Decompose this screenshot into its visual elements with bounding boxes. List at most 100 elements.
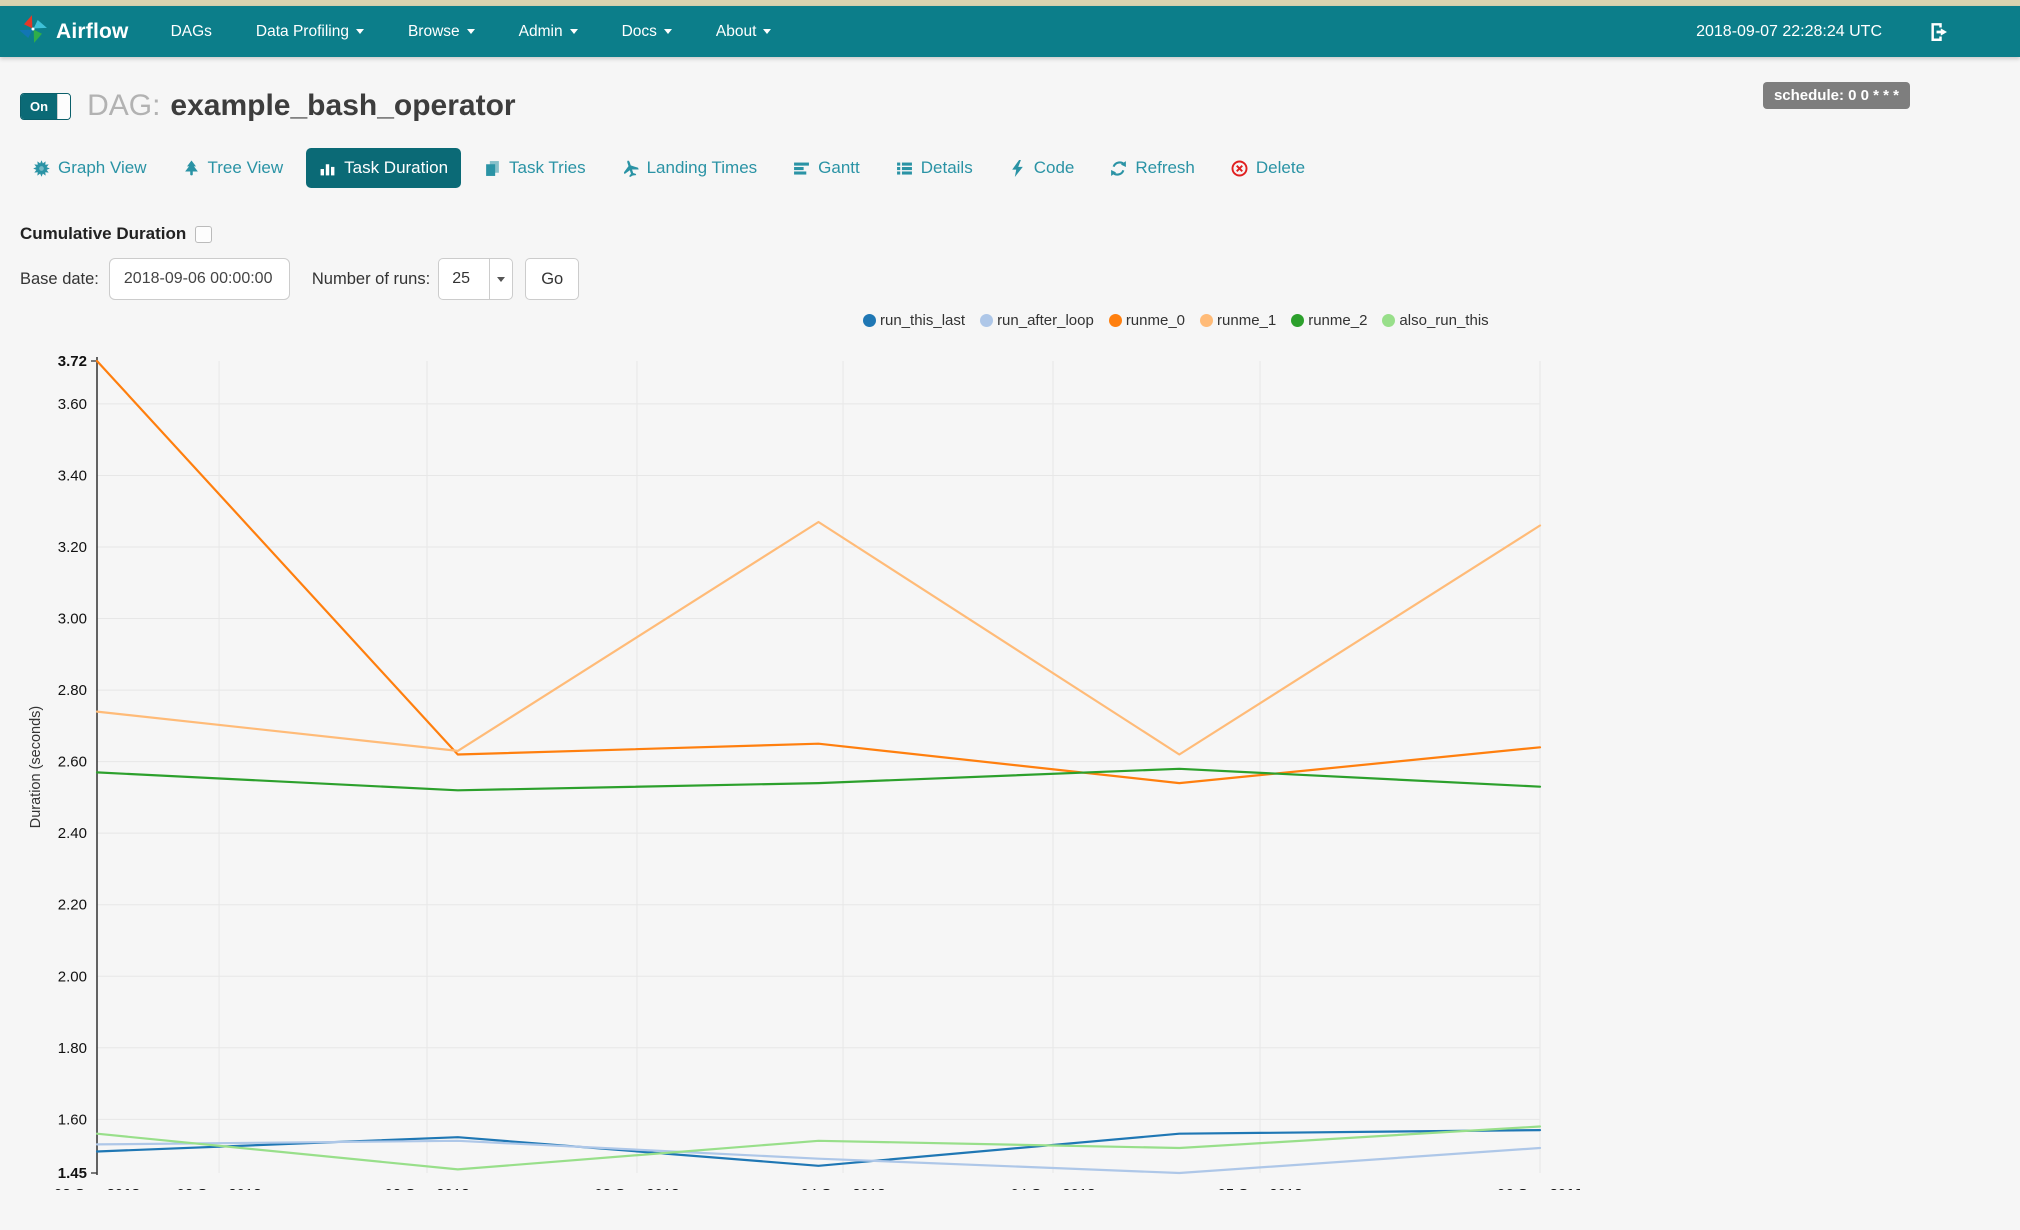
y-tick-label: 2.20	[58, 897, 87, 914]
chevron-down-icon[interactable]	[489, 259, 512, 299]
schedule-badge: schedule: 0 0 * * *	[1762, 82, 1910, 109]
toggle-on-label: On	[21, 93, 58, 119]
legend-item-runme_2[interactable]: runme_2	[1291, 312, 1367, 329]
legend-label: run_this_last	[880, 312, 966, 329]
tab-label: Task Duration	[344, 158, 449, 177]
tries-icon	[484, 160, 501, 177]
task-duration-chart[interactable]: 1.45 1.60 1.80 2.00 2.20 2.40 2.60 2.80 3.00 3.20…	[20, 324, 1580, 1190]
y-tick-label: 3.00	[58, 611, 87, 628]
chart-controls: Base date: Number of runs: 25 Go	[20, 258, 2000, 300]
tab-landing-times[interactable]: Landing Times	[609, 148, 771, 188]
num-runs-value: 25	[452, 270, 470, 287]
cumulative-duration-label: Cumulative Duration	[20, 224, 187, 243]
nav-item-dags[interactable]: DAGs	[170, 22, 212, 40]
legend-dot	[863, 314, 876, 327]
tab-label: Details	[920, 158, 973, 177]
tab-refresh[interactable]: Refresh	[1097, 148, 1208, 188]
y-tick-label: 2.60	[58, 754, 87, 771]
tab-label: Delete	[1255, 158, 1306, 177]
navbar: Airflow DAGs Data Profiling Browse Admin Doc…	[0, 6, 2020, 57]
x-tick-label: 06 Sep 2018	[1497, 1186, 1580, 1190]
tab-label: Code	[1033, 158, 1075, 177]
legend-label: runme_0	[1125, 312, 1186, 329]
series-line-run_this_last	[95, 1128, 1542, 1167]
plane-icon	[622, 160, 639, 177]
legend-item-run_this_last[interactable]: run_this_last	[863, 312, 965, 329]
legend-label: runme_2	[1308, 312, 1368, 329]
chart-area: run_this_last run_after_loop runme_0 runme_…	[20, 304, 2000, 1190]
tree-icon	[183, 160, 200, 177]
tab-label: Landing Times	[646, 158, 758, 177]
y-tick-label: 2.80	[58, 682, 87, 699]
dag-on-off-toggle[interactable]: On	[20, 92, 72, 120]
y-tick-label: 1.60	[58, 1111, 87, 1128]
go-button[interactable]: Go	[525, 258, 580, 300]
x-tick-label: 02 Sep 2018	[384, 1186, 469, 1190]
brand[interactable]: Airflow	[18, 14, 129, 49]
logout-icon[interactable]	[1928, 21, 1950, 43]
x-tick-label: 03 Sep 2018	[594, 1186, 679, 1190]
nav-item-data-profiling[interactable]: Data Profiling	[256, 23, 364, 41]
legend-item-runme_0[interactable]: runme_0	[1108, 312, 1186, 329]
chart-series	[95, 359, 1542, 1175]
tab-label: Task Tries	[509, 158, 586, 177]
page-title: DAG: example_bash_operator	[87, 89, 516, 123]
nav-item-docs[interactable]: Docs	[622, 23, 672, 41]
legend-dot	[1291, 314, 1305, 327]
series-line-runme_2	[95, 767, 1542, 792]
series-line-runme_0	[95, 359, 1542, 785]
nav-item-browse[interactable]: Browse	[408, 23, 475, 41]
y-tick-label: 3.60	[58, 396, 87, 413]
tab-task-tries[interactable]: Task Tries	[471, 148, 599, 188]
cumulative-duration-row: Cumulative Duration	[20, 224, 2000, 244]
y-tick-label: 1.45	[58, 1165, 87, 1182]
y-tick-label: 2.00	[58, 968, 87, 985]
nav-menu: DAGs Data Profiling Browse Admin Docs About	[171, 23, 772, 41]
cumulative-duration-checkbox[interactable]	[195, 225, 213, 243]
chart-gridlines	[97, 361, 1541, 1173]
code-icon	[1009, 159, 1026, 177]
dag-name: example_bash_operator	[170, 89, 516, 122]
number-of-runs-label: Number of runs:	[311, 269, 431, 288]
nav-item-about[interactable]: About	[716, 23, 772, 41]
graph-icon	[33, 159, 50, 177]
tab-graph-view[interactable]: Graph View	[20, 148, 160, 188]
num-runs-select[interactable]: 25	[438, 258, 514, 300]
chart-axes: 1.45 1.60 1.80 2.00 2.20 2.40 2.60 2.80 3.00 3.20…	[28, 353, 1580, 1190]
legend-item-also_run_this[interactable]: also_run_this	[1382, 312, 1489, 329]
tab-details[interactable]: Details	[883, 148, 986, 188]
x-tick-label: 04 Sep 2018	[800, 1186, 885, 1190]
tab-label: Graph View	[58, 158, 147, 177]
legend-dot	[1382, 314, 1396, 327]
dag-header: On DAG: example_bash_operator schedule: …	[20, 82, 2000, 128]
legend-item-run_after_loop[interactable]: run_after_loop	[980, 312, 1094, 329]
details-icon	[896, 160, 913, 177]
legend-label: run_after_loop	[997, 312, 1094, 329]
y-axis-title: Duration (seconds)	[28, 706, 44, 829]
series-line-also_run_this	[95, 1125, 1542, 1171]
duration-icon	[319, 160, 336, 177]
tab-delete[interactable]: Delete	[1218, 148, 1318, 188]
base-date-input[interactable]	[108, 258, 290, 300]
x-tick-label: 02 Sep 2018	[54, 1186, 140, 1190]
legend-item-runme_1[interactable]: runme_1	[1200, 312, 1276, 329]
nav-item-admin[interactable]: Admin	[519, 23, 578, 41]
refresh-icon	[1110, 160, 1127, 177]
navbar-right: 2018-09-07 22:28:24 UTC	[1696, 21, 1950, 43]
tab-code[interactable]: Code	[996, 148, 1088, 188]
dag-prefix: DAG:	[87, 89, 161, 122]
legend-label: runme_1	[1217, 312, 1277, 329]
legend-label: also_run_this	[1399, 312, 1489, 329]
utc-clock: 2018-09-07 22:28:24 UTC	[1696, 22, 1882, 40]
y-tick-label: 3.20	[58, 539, 87, 556]
tab-gantt[interactable]: Gantt	[780, 148, 873, 188]
tab-tree-view[interactable]: Tree View	[170, 148, 297, 188]
x-tick-label: 05 Sep 2018	[1218, 1186, 1303, 1190]
tab-label: Gantt	[818, 158, 860, 177]
tab-label: Refresh	[1135, 158, 1195, 177]
y-tick-label: 2.40	[58, 825, 87, 842]
base-date-label: Base date:	[20, 269, 99, 288]
tab-task-duration[interactable]: Task Duration	[306, 148, 462, 188]
series-line-runme_1	[95, 520, 1542, 756]
gantt-icon	[793, 160, 810, 177]
